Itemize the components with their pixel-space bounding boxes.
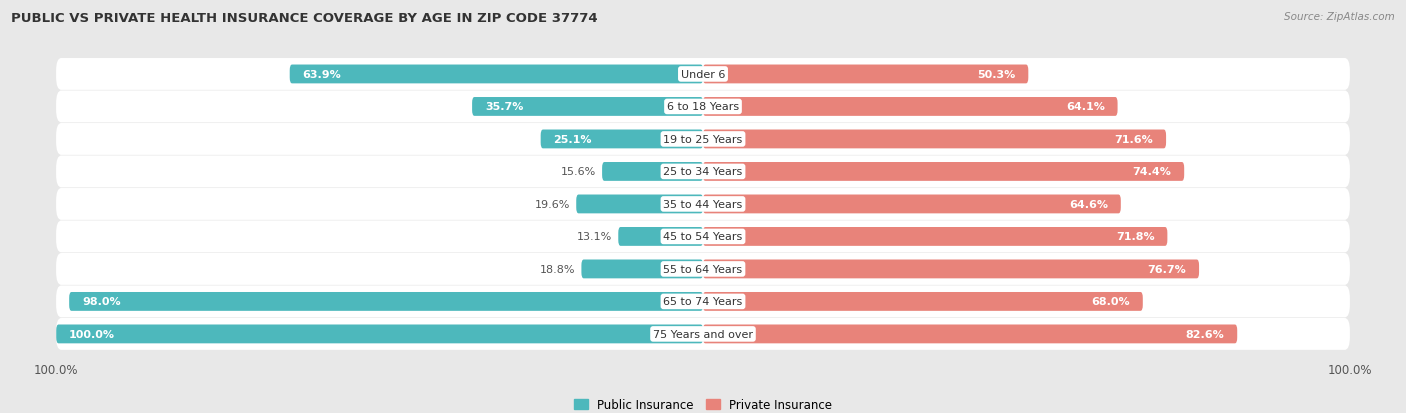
Text: 75 Years and over: 75 Years and over bbox=[652, 329, 754, 339]
Text: 82.6%: 82.6% bbox=[1185, 329, 1225, 339]
FancyBboxPatch shape bbox=[69, 292, 703, 311]
Text: 71.6%: 71.6% bbox=[1115, 135, 1153, 145]
FancyBboxPatch shape bbox=[576, 195, 703, 214]
Text: 64.1%: 64.1% bbox=[1066, 102, 1105, 112]
FancyBboxPatch shape bbox=[703, 130, 1166, 149]
Text: 35 to 44 Years: 35 to 44 Years bbox=[664, 199, 742, 209]
FancyBboxPatch shape bbox=[703, 195, 1121, 214]
Text: 65 to 74 Years: 65 to 74 Years bbox=[664, 297, 742, 307]
FancyBboxPatch shape bbox=[56, 254, 1350, 285]
FancyBboxPatch shape bbox=[582, 260, 703, 279]
Text: 19 to 25 Years: 19 to 25 Years bbox=[664, 135, 742, 145]
Text: Source: ZipAtlas.com: Source: ZipAtlas.com bbox=[1284, 12, 1395, 22]
Text: 35.7%: 35.7% bbox=[485, 102, 523, 112]
FancyBboxPatch shape bbox=[56, 91, 1350, 123]
Text: 6 to 18 Years: 6 to 18 Years bbox=[666, 102, 740, 112]
Text: 18.8%: 18.8% bbox=[540, 264, 575, 274]
Text: 15.6%: 15.6% bbox=[561, 167, 596, 177]
Text: PUBLIC VS PRIVATE HEALTH INSURANCE COVERAGE BY AGE IN ZIP CODE 37774: PUBLIC VS PRIVATE HEALTH INSURANCE COVER… bbox=[11, 12, 598, 25]
FancyBboxPatch shape bbox=[56, 124, 1350, 155]
Text: 100.0%: 100.0% bbox=[69, 329, 115, 339]
FancyBboxPatch shape bbox=[703, 163, 1184, 181]
FancyBboxPatch shape bbox=[56, 318, 1350, 350]
FancyBboxPatch shape bbox=[290, 65, 703, 84]
FancyBboxPatch shape bbox=[56, 325, 703, 344]
Text: 55 to 64 Years: 55 to 64 Years bbox=[664, 264, 742, 274]
Text: 98.0%: 98.0% bbox=[82, 297, 121, 307]
FancyBboxPatch shape bbox=[703, 260, 1199, 279]
Text: 71.8%: 71.8% bbox=[1116, 232, 1154, 242]
FancyBboxPatch shape bbox=[703, 325, 1237, 344]
FancyBboxPatch shape bbox=[703, 65, 1028, 84]
FancyBboxPatch shape bbox=[56, 286, 1350, 318]
Text: 25.1%: 25.1% bbox=[554, 135, 592, 145]
Text: 63.9%: 63.9% bbox=[302, 70, 342, 80]
FancyBboxPatch shape bbox=[56, 221, 1350, 253]
FancyBboxPatch shape bbox=[56, 156, 1350, 188]
Text: 50.3%: 50.3% bbox=[977, 70, 1015, 80]
FancyBboxPatch shape bbox=[56, 189, 1350, 220]
Legend: Public Insurance, Private Insurance: Public Insurance, Private Insurance bbox=[569, 393, 837, 413]
Text: 45 to 54 Years: 45 to 54 Years bbox=[664, 232, 742, 242]
Text: 13.1%: 13.1% bbox=[576, 232, 612, 242]
Text: 19.6%: 19.6% bbox=[534, 199, 569, 209]
FancyBboxPatch shape bbox=[56, 59, 1350, 90]
FancyBboxPatch shape bbox=[472, 98, 703, 116]
Text: 74.4%: 74.4% bbox=[1132, 167, 1171, 177]
Text: 68.0%: 68.0% bbox=[1091, 297, 1130, 307]
FancyBboxPatch shape bbox=[703, 228, 1167, 246]
FancyBboxPatch shape bbox=[703, 98, 1118, 116]
FancyBboxPatch shape bbox=[602, 163, 703, 181]
FancyBboxPatch shape bbox=[619, 228, 703, 246]
Text: 76.7%: 76.7% bbox=[1147, 264, 1187, 274]
Text: 64.6%: 64.6% bbox=[1069, 199, 1108, 209]
FancyBboxPatch shape bbox=[541, 130, 703, 149]
Text: Under 6: Under 6 bbox=[681, 70, 725, 80]
FancyBboxPatch shape bbox=[703, 292, 1143, 311]
Text: 25 to 34 Years: 25 to 34 Years bbox=[664, 167, 742, 177]
